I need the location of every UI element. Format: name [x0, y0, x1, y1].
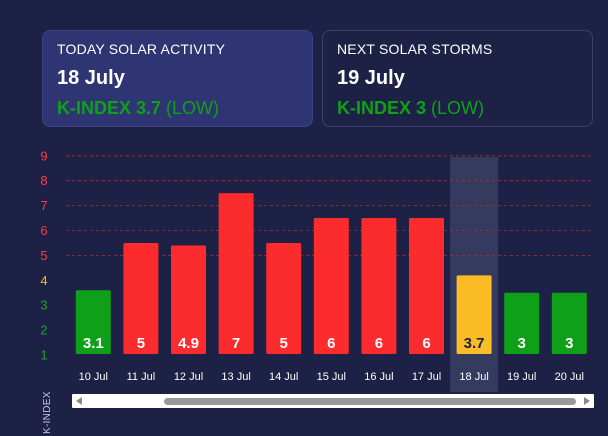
x-tick-label: 19 Jul [507, 371, 536, 383]
x-tick-label: 11 Jul [127, 371, 156, 383]
highlight-column [450, 157, 499, 392]
x-tick-label: 10 Jul [79, 371, 108, 383]
y-tick-label: 7 [40, 198, 47, 213]
today-k-value: K-INDEX 3.7 [57, 98, 162, 118]
bar-value-label: 7 [232, 335, 240, 352]
today-k-index: K-INDEX 3.7 (LOW) [57, 98, 298, 119]
scroll-right-arrow-icon[interactable] [584, 397, 590, 405]
bar[interactable] [456, 275, 492, 354]
next-date: 19 July [337, 67, 405, 89]
bar[interactable] [123, 242, 159, 354]
bar[interactable] [551, 292, 587, 354]
bar[interactable] [75, 290, 111, 354]
bar-value-label: 3 [518, 335, 526, 352]
bar[interactable] [409, 218, 444, 354]
y-axis-label: K-INDEX [42, 391, 53, 434]
x-tick-label: 14 Jul [269, 371, 298, 383]
today-card-title: TODAY SOLAR ACTIVITY [57, 41, 226, 57]
bar-value-label: 6 [375, 335, 383, 352]
scroll-left-arrow-icon[interactable] [76, 397, 82, 405]
bar[interactable] [504, 292, 540, 354]
bar[interactable] [171, 245, 206, 354]
today-k-level: (LOW) [166, 98, 220, 118]
x-tick-label: 20 Jul [555, 371, 584, 383]
x-tick-label: 13 Jul [221, 371, 250, 383]
y-tick-label: 6 [40, 223, 47, 238]
bar-value-label: 3.7 [464, 335, 485, 352]
y-tick-label: 4 [40, 273, 47, 288]
bar-value-label: 3 [565, 335, 573, 352]
next-k-value: K-INDEX 3 [337, 98, 427, 118]
x-tick-label: 12 Jul [174, 371, 203, 383]
bar[interactable] [266, 242, 302, 354]
y-tick-label: 5 [40, 248, 47, 263]
scrollbar-thumb[interactable] [164, 398, 576, 405]
y-axis-label-wrap: K-INDEX [30, 391, 66, 434]
x-tick-label: 17 Jul [412, 371, 441, 383]
bar[interactable] [361, 218, 397, 354]
bar-value-label: 4.9 [178, 335, 199, 352]
y-tick-label: 3 [40, 298, 47, 313]
bar-value-label: 5 [280, 335, 288, 352]
y-tick-label: 2 [40, 323, 47, 338]
x-tick-label: 16 Jul [364, 371, 393, 383]
x-tick-label: 18 Jul [459, 371, 488, 383]
today-solar-activity-card: TODAY SOLAR ACTIVITY 18 July K-INDEX 3.7… [42, 30, 313, 127]
today-date: 18 July [57, 67, 125, 89]
y-tick-label: 8 [40, 173, 47, 188]
y-tick-label: 9 [40, 148, 47, 163]
next-k-index: K-INDEX 3 (LOW) [337, 98, 578, 119]
bar-value-label: 6 [422, 335, 430, 352]
next-card-title: NEXT SOLAR STORMS [337, 41, 493, 57]
bar-value-label: 6 [327, 335, 335, 352]
y-tick-label: 1 [40, 348, 47, 363]
k-index-bar-chart: 1 2 3 4 5 6 7 8 9 3.1 10 Jul 5 11 Jul 4.9 12 Jul 7 13 Ju… [40, 148, 594, 392]
next-k-level: (LOW) [431, 98, 485, 118]
bar-value-label: 5 [137, 335, 145, 352]
next-solar-storms-card: NEXT SOLAR STORMS 19 July K-INDEX 3 (LOW… [322, 30, 593, 127]
bar[interactable] [313, 218, 349, 354]
x-tick-label: 15 Jul [317, 371, 346, 383]
bar[interactable] [218, 193, 254, 354]
bar-value-label: 3.1 [83, 335, 104, 352]
chart-horizontal-scrollbar[interactable] [72, 394, 594, 408]
